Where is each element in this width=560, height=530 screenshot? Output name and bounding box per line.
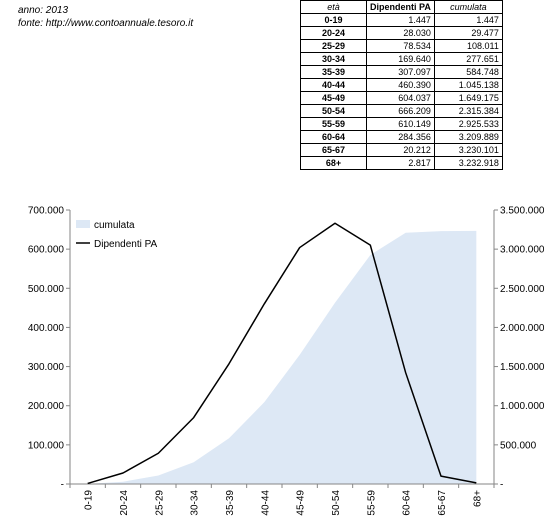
left-axis-tick-label: 100.000 <box>28 440 65 451</box>
table-row: 45-49 604.037 1.649.175 <box>300 91 503 105</box>
right-axis-tick-label: 1.000.000 <box>500 401 545 412</box>
x-axis-tick-label: 65-67 <box>437 490 448 516</box>
table-row: 25-29 78.534 108.011 <box>300 39 503 53</box>
x-axis-tick-label: 20-24 <box>119 490 130 516</box>
table-row: 20-24 28.030 29.477 <box>300 26 503 40</box>
right-axis-tick-label: 2.500.000 <box>500 284 545 295</box>
x-axis-tick-label: 25-29 <box>154 490 165 516</box>
source-info: anno: 2013 fonte: http://www.contoannual… <box>18 4 193 30</box>
legend-label-dipendenti-pa: Dipendenti PA <box>94 239 158 250</box>
legend-swatch-cumulata <box>76 220 90 228</box>
x-axis-tick-label: 55-59 <box>366 490 377 516</box>
legend-label-cumulata: cumulata <box>94 220 135 231</box>
x-axis-tick-label: 0-19 <box>84 490 95 510</box>
table-row: 65-67 20.212 3.230.101 <box>300 143 503 157</box>
table-row: 35-39 307.097 584.748 <box>300 65 503 79</box>
table-row: 68+ 2.817 3.232.918 <box>300 156 503 170</box>
table-row: 0-19 1.447 1.447 <box>300 13 503 27</box>
series-area-cumulata <box>87 230 477 484</box>
x-axis-tick-label: 60-64 <box>402 490 413 516</box>
left-axis-tick-label: 700.000 <box>28 206 65 217</box>
right-axis-tick-label: 2.000.000 <box>500 323 545 334</box>
left-axis-tick-label: - <box>61 480 64 491</box>
cell-cumulative: 3.232.918 <box>433 156 503 170</box>
source-label: fonte: http://www.contoannuale.tesoro.it <box>18 18 194 29</box>
table-header-row: età Dipendenti PA cumulata <box>300 0 503 14</box>
right-axis-tick-label: 3.000.000 <box>500 245 545 256</box>
left-axis-tick-label: 300.000 <box>28 362 65 373</box>
x-axis-tick-label: 30-34 <box>190 490 201 516</box>
x-axis-tick-label: 50-54 <box>331 490 342 516</box>
table-row: 50-54 666.209 2.315.384 <box>300 104 503 118</box>
data-table: età Dipendenti PA cumulata 0-19 1.447 1.… <box>300 0 503 170</box>
year-label: anno: 2013 <box>18 5 69 16</box>
left-axis-tick-label: 500.000 <box>28 284 65 295</box>
series-line-dipendenti-pa <box>87 222 477 485</box>
left-axis-tick-label: 600.000 <box>28 245 65 256</box>
right-axis-tick-label: 3.500.000 <box>500 206 545 217</box>
right-axis-tick-label: 1.500.000 <box>500 362 545 373</box>
cell-age: 40-44 <box>300 78 367 92</box>
cell-age: 68+ <box>300 156 367 170</box>
x-axis-tick-label: 45-49 <box>296 490 307 516</box>
x-axis-tick-label: 68+ <box>472 490 483 507</box>
x-axis-tick-label: 35-39 <box>225 490 236 516</box>
left-axis-tick-label: 200.000 <box>28 401 65 412</box>
right-axis-tick-label: 500.000 <box>500 440 537 451</box>
right-axis-tick-label: - <box>500 480 503 491</box>
x-axis-tick-label: 40-44 <box>260 490 271 516</box>
left-axis-tick-label: 400.000 <box>28 323 65 334</box>
